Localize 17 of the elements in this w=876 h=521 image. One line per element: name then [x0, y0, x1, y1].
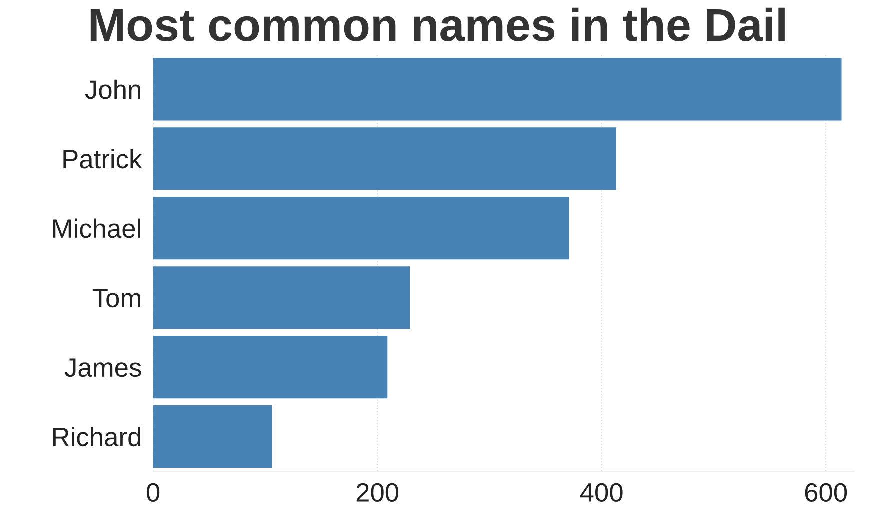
bar	[153, 266, 410, 330]
bar	[153, 336, 388, 399]
chart-title: Most common names in the Dail	[90, 8, 785, 42]
x-tick-label: 0	[146, 483, 160, 502]
y-tick-label: John	[85, 80, 140, 100]
bar	[153, 128, 616, 190]
y-tick-label: Michael	[53, 218, 140, 238]
bar	[153, 58, 842, 121]
y-tick-label: Richard	[53, 427, 140, 447]
bar	[153, 406, 272, 468]
x-tick-label: 600	[805, 483, 848, 502]
x-tick-label: 200	[356, 483, 399, 502]
x-tick-label: 400	[580, 483, 623, 502]
y-tick-label: Tom	[92, 289, 140, 308]
y-tick-label: Patrick	[64, 149, 142, 169]
y-tick-label: James	[64, 358, 142, 378]
bar	[153, 197, 570, 260]
